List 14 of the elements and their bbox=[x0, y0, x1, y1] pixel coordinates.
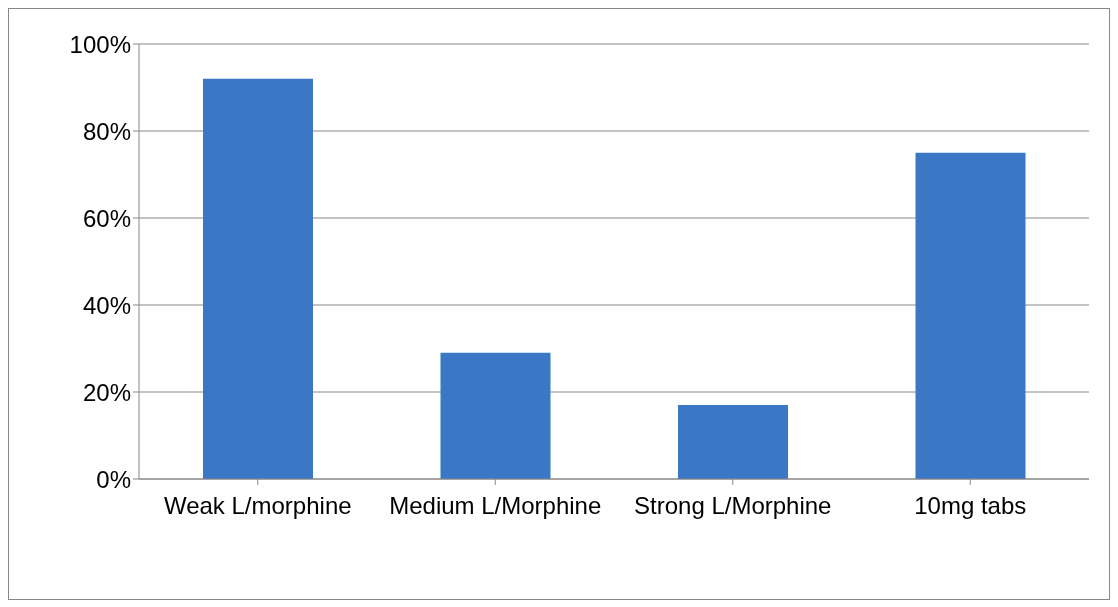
bar bbox=[440, 352, 551, 479]
bar bbox=[915, 152, 1026, 479]
bar bbox=[678, 405, 788, 479]
y-tick-label: 60% bbox=[82, 204, 131, 232]
y-tick-label: 80% bbox=[82, 117, 131, 145]
y-tick-label: 20% bbox=[82, 378, 131, 406]
y-tick-label: 100% bbox=[69, 30, 131, 58]
x-tick-label: Weak L/morphine bbox=[163, 492, 352, 520]
x-tick-label: Strong L/Morphine bbox=[634, 492, 832, 520]
x-tick-label: 10mg tabs bbox=[914, 492, 1027, 520]
y-tick-label: 40% bbox=[82, 291, 131, 319]
bar bbox=[203, 78, 313, 479]
y-tick-label: 0% bbox=[96, 465, 131, 493]
x-tick-label: Medium L/Morphine bbox=[389, 492, 602, 520]
